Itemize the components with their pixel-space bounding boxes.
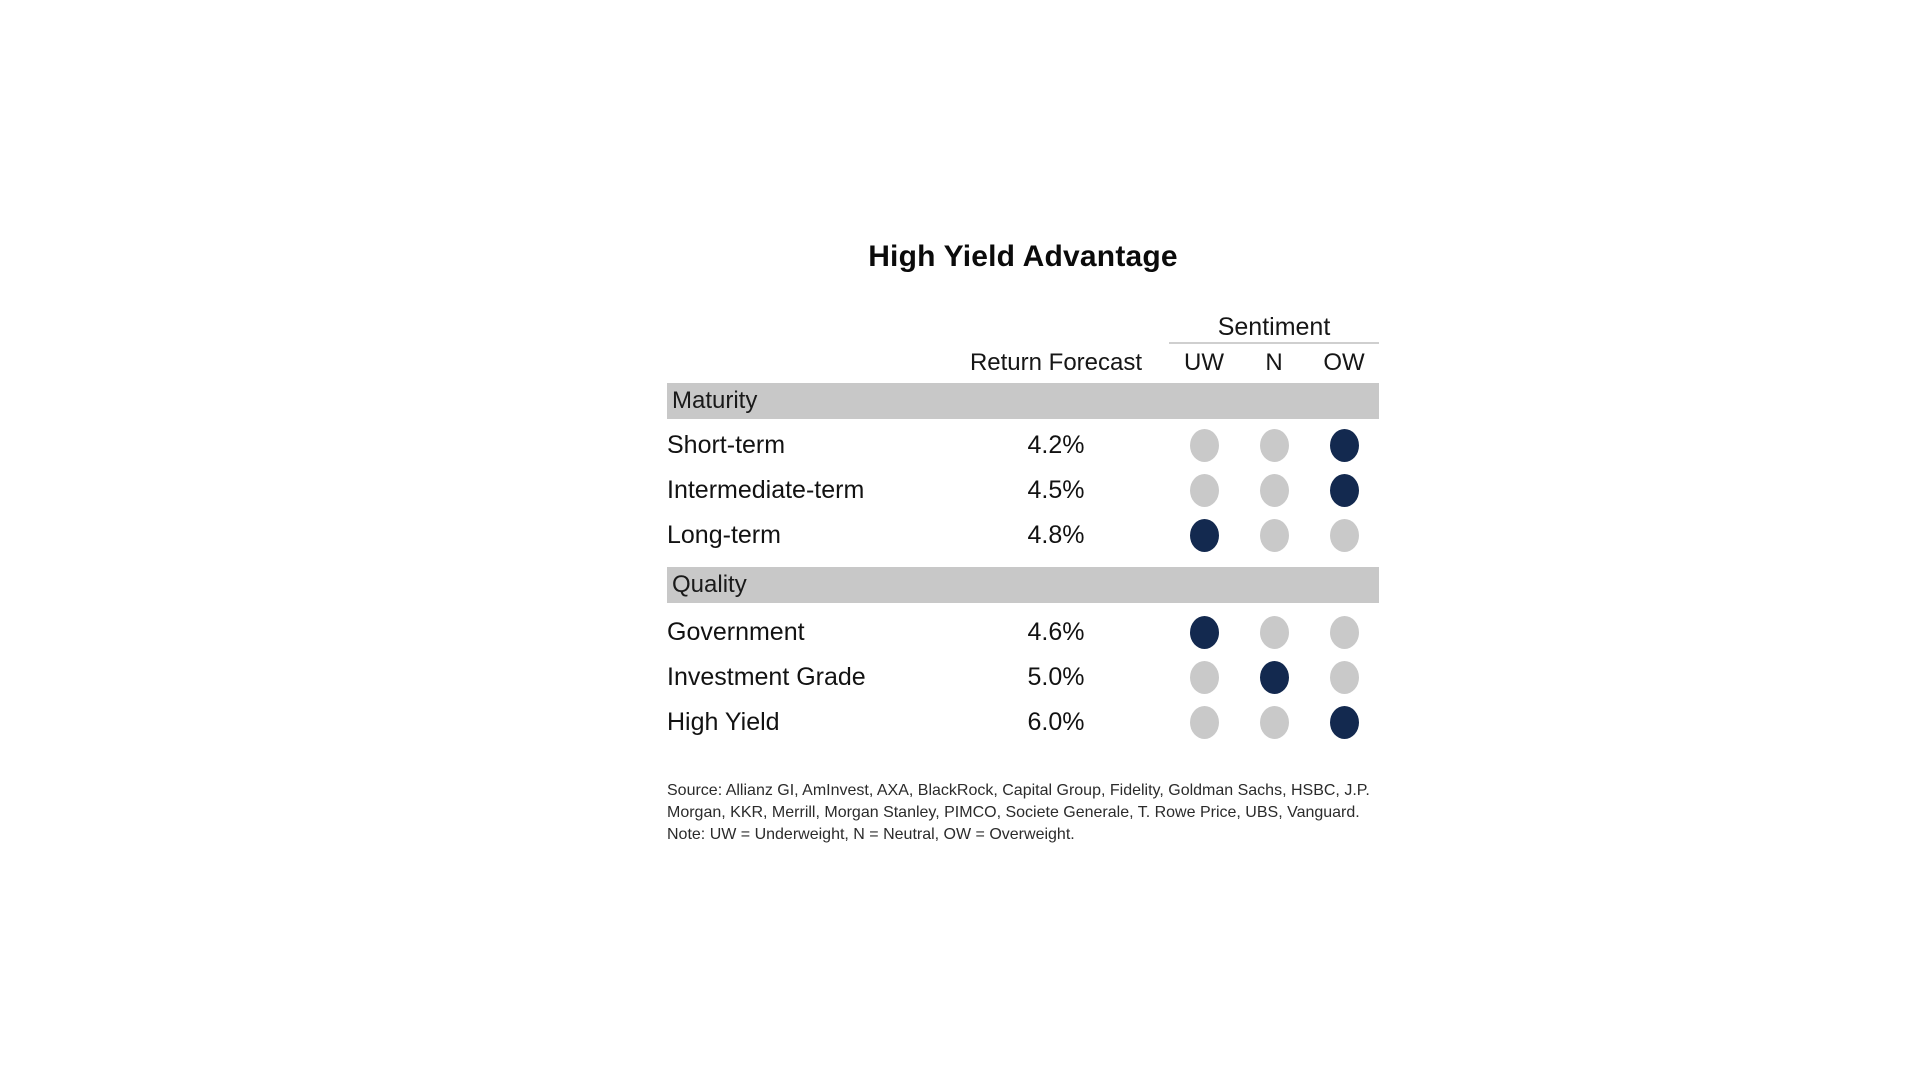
- return-forecast-value: 4.6%: [1027, 618, 1085, 646]
- sentiment-dot-n: [1259, 616, 1289, 649]
- header-spacer: [667, 310, 1169, 344]
- return-forecast-value: 5.0%: [1027, 663, 1085, 691]
- sentiment-dot-ow: [1329, 474, 1359, 507]
- sentiment-dot-ow: [1329, 706, 1359, 739]
- legend-note: Note: UW = Underweight, N = Neutral, OW …: [667, 826, 1075, 843]
- sentiment-dot-ow: [1329, 519, 1359, 552]
- sentiment-dot-n: [1259, 519, 1289, 552]
- quality-rows: Government 4.6% Investment Grade 5.0% Hi…: [667, 610, 1379, 745]
- high-yield-advantage-chart: High Yield Advantage Sentiment Return Fo…: [667, 242, 1379, 846]
- sentiment-dot-n: [1259, 706, 1289, 739]
- chart-title: High Yield Advantage: [868, 240, 1178, 273]
- footnote-block: Source: Allianz GI, AmInvest, AXA, Black…: [667, 780, 1379, 846]
- table-row: Government 4.6%: [667, 610, 1379, 655]
- sentiment-col-header-uw: UW: [1184, 349, 1224, 376]
- sentiment-col-header-n: N: [1265, 349, 1283, 376]
- sentiment-group-header: Sentiment: [1169, 310, 1379, 344]
- sentiment-dot-n: [1259, 474, 1289, 507]
- table-row: Intermediate-term 4.5%: [667, 468, 1379, 513]
- row-label: Long-term: [667, 521, 781, 549]
- return-forecast-header: Return Forecast: [969, 349, 1143, 376]
- section-band-quality: Quality: [667, 567, 1379, 603]
- header-row-columns: Return Forecast UW N OW: [667, 344, 1379, 382]
- sentiment-dot-uw: [1189, 661, 1219, 694]
- section-band-maturity: Maturity: [667, 383, 1379, 419]
- table-row: Short-term 4.2%: [667, 423, 1379, 468]
- row-label: Intermediate-term: [667, 476, 865, 504]
- return-forecast-value: 4.2%: [1027, 431, 1085, 459]
- return-forecast-value: 4.5%: [1027, 476, 1085, 504]
- sentiment-dot-uw: [1189, 519, 1219, 552]
- sentiment-dot-uw: [1189, 616, 1219, 649]
- table-row: High Yield 6.0%: [667, 700, 1379, 745]
- header-row-sentiment-group: Sentiment: [667, 310, 1379, 344]
- sentiment-dot-ow: [1329, 661, 1359, 694]
- return-forecast-value: 4.8%: [1027, 521, 1085, 549]
- row-label: High Yield: [667, 708, 780, 736]
- sentiment-dot-ow: [1329, 616, 1359, 649]
- row-label: Investment Grade: [667, 663, 866, 691]
- sentiment-dot-n: [1259, 429, 1289, 462]
- sentiment-dot-n: [1259, 661, 1289, 694]
- row-label: Short-term: [667, 431, 786, 459]
- return-forecast-value: 6.0%: [1027, 708, 1085, 736]
- sentiment-dot-uw: [1189, 429, 1219, 462]
- table-row: Long-term 4.8%: [667, 513, 1379, 558]
- sentiment-dot-uw: [1189, 474, 1219, 507]
- source-note: Source: Allianz GI, AmInvest, AXA, Black…: [667, 782, 1370, 821]
- row-label: Government: [667, 618, 805, 646]
- sentiment-dot-uw: [1189, 706, 1219, 739]
- table-row: Investment Grade 5.0%: [667, 655, 1379, 700]
- sentiment-dot-ow: [1329, 429, 1359, 462]
- maturity-rows: Short-term 4.2% Intermediate-term 4.5% L…: [667, 423, 1379, 558]
- sentiment-col-header-ow: OW: [1323, 349, 1365, 376]
